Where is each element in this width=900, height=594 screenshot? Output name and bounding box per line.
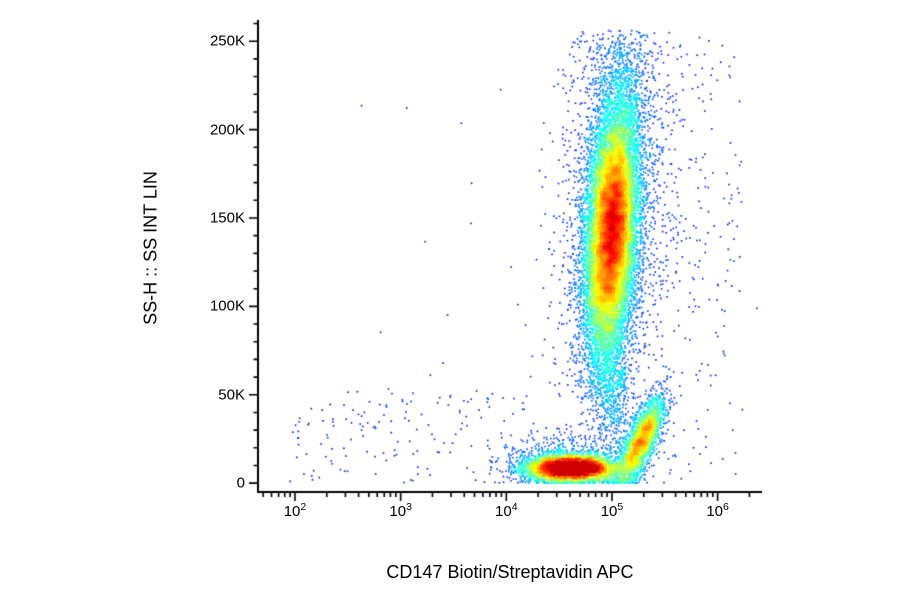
y-tick-label-50K: 50K — [218, 386, 245, 404]
x-tick-label-10e2: 102 — [283, 501, 307, 520]
y-tick-label-150K: 150K — [209, 209, 245, 227]
x-tick-label-10e3: 103 — [389, 501, 412, 520]
x-tick-label-10e6: 106 — [706, 501, 729, 520]
x-tick-label-10e4: 104 — [495, 501, 518, 520]
y-axis-title: SS-H :: SS INT LIN — [140, 171, 161, 325]
x-axis-title: CD147 Biotin/Streptavidin APC — [386, 562, 634, 582]
y-tick-label-0: 0 — [236, 474, 245, 492]
x-tick-label-10e5: 105 — [600, 501, 624, 520]
y-tick-label-200K: 200K — [209, 121, 245, 139]
y-tick-label-100K: 100K — [209, 297, 245, 315]
y-tick-label-250K: 250K — [209, 32, 245, 50]
